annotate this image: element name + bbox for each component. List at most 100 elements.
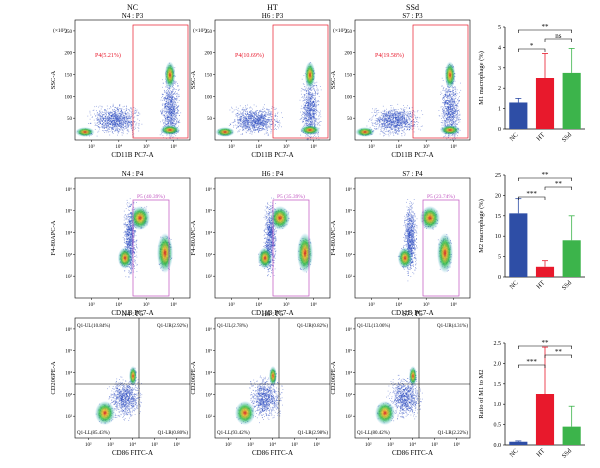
event-dot bbox=[268, 109, 270, 110]
event-dot bbox=[113, 116, 115, 118]
event-dot bbox=[259, 128, 261, 129]
event-dot bbox=[256, 118, 258, 120]
event-dot bbox=[316, 81, 318, 83]
event-dot bbox=[309, 117, 311, 119]
event-dot bbox=[126, 105, 127, 107]
event-dot bbox=[103, 114, 105, 116]
event-dot bbox=[317, 92, 319, 94]
event-dot bbox=[176, 123, 177, 124]
event-dot bbox=[172, 111, 173, 112]
event-dot bbox=[313, 117, 315, 119]
event-dot bbox=[138, 115, 139, 116]
event-dot bbox=[170, 113, 171, 114]
event-dot bbox=[129, 120, 131, 122]
event-dot bbox=[275, 124, 276, 125]
event-dot bbox=[119, 113, 120, 114]
event-dot bbox=[111, 125, 113, 127]
event-dot bbox=[249, 119, 251, 121]
event-dot bbox=[122, 118, 124, 120]
event-dot bbox=[175, 98, 177, 100]
event-dot bbox=[261, 123, 263, 125]
event-dot bbox=[250, 130, 252, 131]
event-dot bbox=[310, 108, 312, 109]
event-dot bbox=[178, 110, 180, 111]
event-dot bbox=[98, 106, 99, 108]
event-dot bbox=[311, 107, 313, 109]
event-dot bbox=[234, 119, 236, 120]
event-dot bbox=[239, 105, 241, 107]
event-dot bbox=[253, 120, 255, 122]
event-dot bbox=[315, 136, 317, 137]
event-dot bbox=[320, 86, 321, 87]
event-dot bbox=[167, 93, 169, 95]
event-dot bbox=[251, 113, 252, 114]
event-dot bbox=[308, 93, 310, 95]
event-dot bbox=[94, 122, 96, 124]
event-dot bbox=[120, 122, 121, 124]
event-dot bbox=[245, 119, 247, 120]
event-dot bbox=[304, 114, 306, 115]
event-dot bbox=[171, 120, 173, 121]
event-dot bbox=[99, 128, 100, 130]
event-dot bbox=[171, 90, 172, 92]
event-dot bbox=[309, 136, 311, 138]
event-dot bbox=[178, 125, 179, 127]
event-dot bbox=[165, 123, 166, 124]
event-dot bbox=[305, 110, 307, 111]
event-dot bbox=[113, 109, 115, 111]
event-dot bbox=[133, 133, 135, 135]
event-dot bbox=[164, 91, 166, 93]
event-dot bbox=[304, 118, 305, 120]
event-dot bbox=[303, 107, 305, 109]
event-dot bbox=[268, 111, 270, 112]
event-dot bbox=[306, 121, 308, 122]
event-dot bbox=[163, 98, 165, 99]
event-dot bbox=[311, 118, 313, 119]
event-dot bbox=[174, 108, 176, 110]
event-dot bbox=[177, 85, 179, 87]
event-dot bbox=[111, 128, 113, 130]
event-dot bbox=[266, 115, 267, 117]
event-dot bbox=[256, 110, 258, 111]
event-dot bbox=[111, 116, 113, 117]
event-dot bbox=[264, 123, 266, 125]
event-dot bbox=[178, 89, 180, 91]
event-dot bbox=[264, 110, 266, 112]
event-dot bbox=[313, 113, 315, 115]
event-dot bbox=[126, 110, 127, 111]
event-dot bbox=[127, 120, 129, 122]
event-dot bbox=[115, 116, 116, 118]
event-dot bbox=[96, 119, 98, 121]
event-dot bbox=[117, 125, 119, 127]
event-dot bbox=[168, 99, 170, 100]
event-dot bbox=[170, 111, 172, 113]
event-dot bbox=[167, 88, 169, 90]
event-dot bbox=[133, 135, 135, 137]
event-dot bbox=[126, 129, 128, 131]
event-dot bbox=[103, 126, 105, 128]
event-dot bbox=[164, 90, 165, 92]
event-dot bbox=[130, 119, 132, 121]
event-dot bbox=[165, 111, 167, 112]
event-dot bbox=[100, 117, 102, 119]
event-dot bbox=[112, 114, 113, 116]
event-dot bbox=[90, 122, 92, 124]
event-dot bbox=[117, 117, 119, 118]
event-dot bbox=[310, 122, 311, 123]
event-dot bbox=[301, 88, 303, 89]
event-dot bbox=[104, 109, 106, 110]
event-dot bbox=[117, 109, 118, 111]
event-dot bbox=[305, 120, 306, 122]
event-dot bbox=[265, 124, 267, 126]
event-dot bbox=[176, 121, 177, 122]
event-dot bbox=[238, 123, 239, 124]
event-dot bbox=[130, 126, 132, 128]
event-dot bbox=[316, 100, 318, 102]
event-dot bbox=[243, 123, 244, 125]
event-dot bbox=[168, 106, 169, 107]
event-dot bbox=[254, 122, 256, 124]
event-dot bbox=[267, 109, 269, 111]
event-dot bbox=[235, 114, 237, 115]
event-dot bbox=[173, 113, 175, 115]
event-dot bbox=[239, 129, 241, 131]
